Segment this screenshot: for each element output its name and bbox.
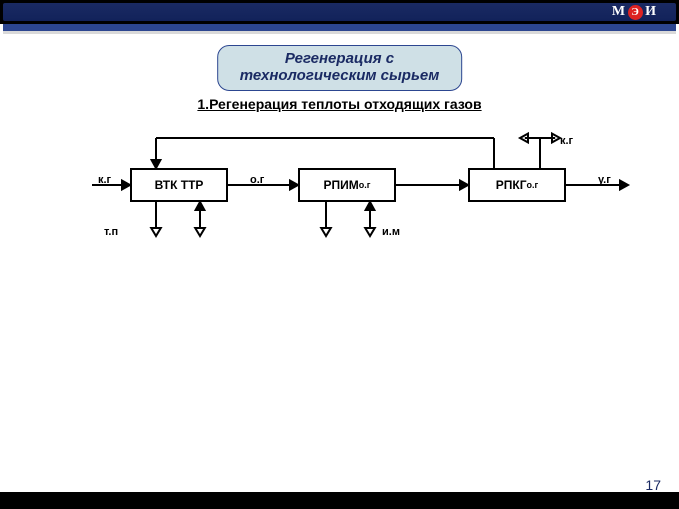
- diagram-svg: [0, 120, 679, 290]
- footer-bar: [0, 492, 679, 509]
- mei-logo: М Э И: [611, 4, 658, 20]
- page-number: 17: [645, 477, 661, 493]
- title-line-2: технологическим сырьем: [240, 67, 440, 84]
- label-tp: т.п: [104, 226, 118, 238]
- box-rpim: РПИМо.г: [298, 168, 396, 202]
- logo-e-icon: Э: [628, 5, 643, 20]
- header-blue-bar: [3, 24, 676, 31]
- box-rpkg: РПКГо.г: [468, 168, 566, 202]
- box-vtk-ttr: ВТК ТТР: [130, 168, 228, 202]
- label-og: о.г: [250, 174, 264, 186]
- title-pill: Регенерация с технологическим сырьем: [217, 45, 463, 91]
- title-line-1: Регенерация с: [240, 50, 440, 67]
- header-grey-bar: [3, 31, 676, 34]
- title-bar: М Э И: [3, 3, 676, 21]
- logo-i: И: [644, 4, 658, 20]
- logo-m: М: [611, 4, 627, 20]
- flow-diagram: ВТК ТТР РПИМо.г РПКГо.г к.г о.г у.г к.г …: [0, 120, 679, 290]
- label-im: и.м: [382, 226, 400, 238]
- label-kg-top: к.г: [560, 135, 573, 147]
- label-ug: у.г: [598, 174, 611, 186]
- subtitle: 1.Регенерация теплоты отходящих газов: [197, 96, 481, 112]
- label-kg-left: к.г: [98, 174, 111, 186]
